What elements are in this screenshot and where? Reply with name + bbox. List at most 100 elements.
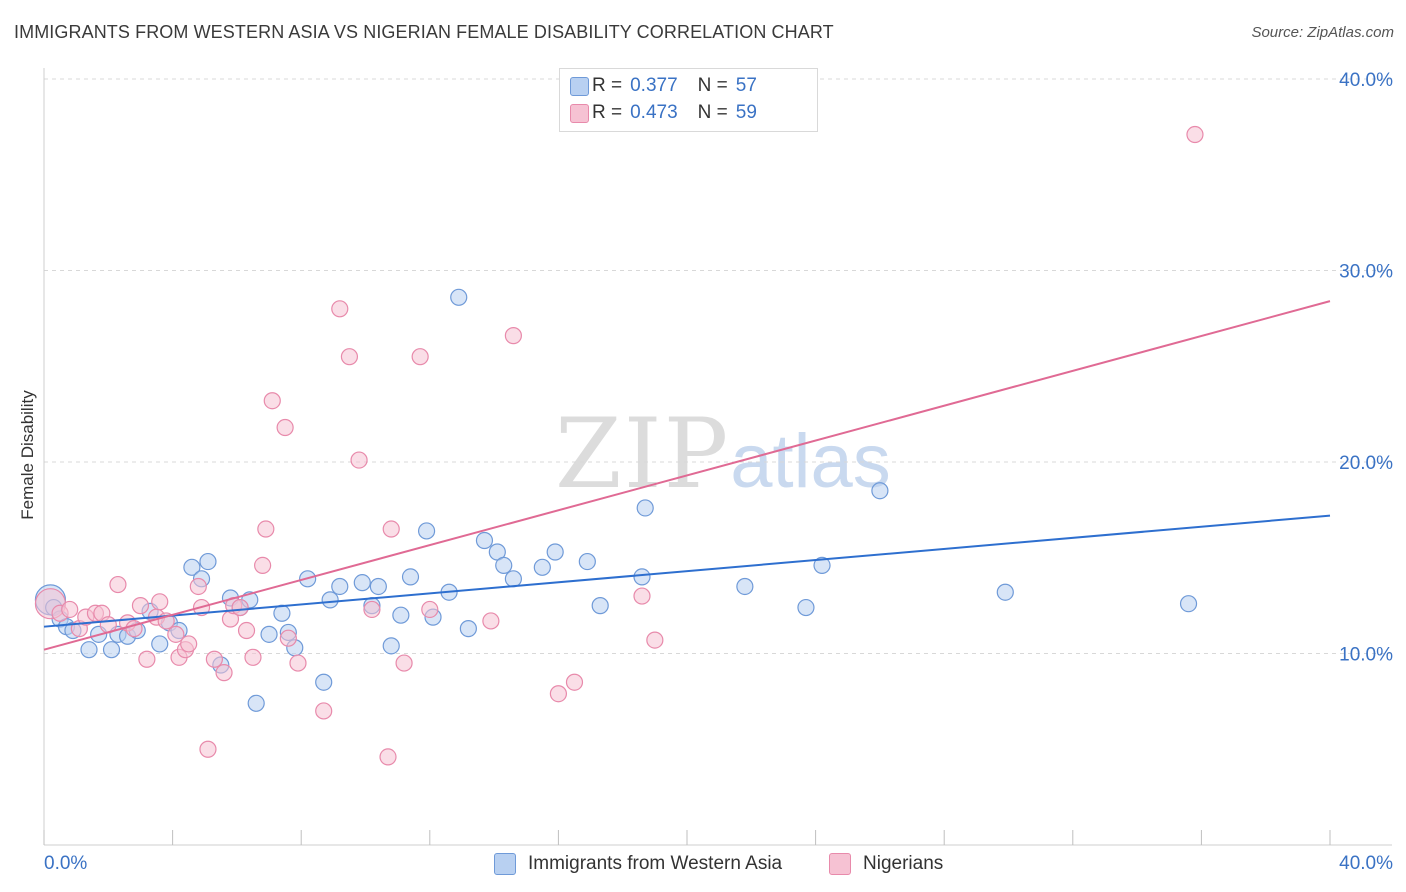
legend-box: R = 0.377 N = 57 R = 0.473 N = 59: [559, 68, 818, 132]
nigerians-point: [167, 625, 185, 643]
western-asia-point: [321, 591, 339, 609]
western-asia-point: [151, 635, 169, 653]
western-asia-point: [475, 531, 494, 550]
bottom-legend-label-nigerians: Nigerians: [863, 853, 944, 874]
nigerians-point: [289, 654, 307, 672]
bottom-legend-nigerians: Nigerians: [829, 852, 943, 876]
western-asia-point: [591, 597, 609, 615]
western-asia-point: [369, 577, 387, 596]
nigerians-point: [331, 300, 349, 318]
nigerians-point: [633, 587, 651, 605]
nigerians-point: [180, 635, 198, 653]
western-asia-point: [80, 641, 98, 659]
bottom-legend-label-western-asia: Immigrants from Western Asia: [528, 853, 783, 874]
legend-n-value: 59: [735, 102, 757, 123]
western-asia-point: [315, 673, 333, 691]
watermark: ZIPatlas: [555, 398, 891, 510]
western-asia-point: [495, 556, 513, 575]
bottom-legend-western-asia: Immigrants from Western Asia: [494, 852, 782, 876]
legend-n-label: N =: [697, 75, 728, 96]
nigerians-point: [279, 629, 297, 647]
chart-title: IMMIGRANTS FROM WESTERN ASIA VS NIGERIAN…: [14, 22, 834, 42]
western-asia-point: [260, 625, 278, 643]
source-credit: Source: ZipAtlas.com: [1251, 24, 1394, 41]
nigerians-point: [504, 327, 522, 345]
legend-swatch-pink: [570, 104, 589, 123]
y-tick-label: 40.0%: [1339, 70, 1393, 91]
legend-r-value: 0.377: [630, 75, 678, 96]
western-asia-point: [459, 620, 477, 638]
western-asia-point: [504, 570, 522, 588]
western-asia-point: [636, 499, 654, 517]
nigerians-point: [263, 392, 281, 410]
western-asia-point: [996, 583, 1014, 601]
nigerians-point: [151, 593, 169, 611]
y-tick-label: 20.0%: [1339, 453, 1393, 474]
western-asia-point: [353, 574, 371, 592]
nigerians-point: [205, 650, 223, 668]
nigerians-point: [549, 685, 568, 703]
nigerians-point: [189, 577, 207, 596]
grid-lines: [44, 78, 1392, 654]
nigerians-point: [199, 740, 217, 758]
nigerians-point: [276, 418, 294, 437]
nigerians-point: [257, 520, 275, 538]
western-asia-point: [273, 604, 291, 622]
western-asia-point: [247, 694, 265, 712]
tick-labels: 10.0% 20.0% 30.0% 40.0% 0.0% 40.0%: [44, 70, 1393, 874]
legend-r-value: 0.473: [630, 102, 678, 123]
x-tick-label: 40.0%: [1339, 853, 1393, 874]
bottom-legend-swatch-pink: [829, 853, 851, 875]
x-tick-label: 0.0%: [44, 853, 87, 874]
western-asia-point: [533, 558, 551, 576]
trend-lines: [43, 300, 1331, 651]
nigerians-point: [565, 673, 584, 691]
western-asia-point: [331, 577, 349, 596]
nigerians-point: [254, 556, 272, 575]
legend-n-label: N =: [697, 102, 728, 123]
nigerians-point: [109, 575, 127, 594]
legend-row-western-asia: R = 0.377 N = 57: [570, 74, 757, 98]
nigerians-point: [231, 598, 249, 617]
nigerians-point: [1186, 125, 1204, 144]
nigerians-point: [237, 621, 256, 640]
western-asia-point: [401, 568, 420, 586]
western-asia-point: [578, 552, 596, 571]
legend-swatch-blue: [570, 77, 589, 96]
nigerians-point: [395, 654, 413, 672]
nigerians-point: [61, 600, 79, 619]
nigerians-point: [215, 664, 233, 682]
nigerians-point: [315, 702, 333, 720]
nigerians-point: [382, 520, 400, 538]
nigerians-point: [138, 650, 156, 668]
nigerians-point: [421, 600, 439, 619]
legend-n-value: 57: [735, 75, 757, 96]
legend-row-nigerians: R = 0.473 N = 59: [570, 101, 757, 125]
nigerians-point: [350, 451, 368, 469]
y-tick-label: 10.0%: [1339, 645, 1393, 666]
nigerians-point: [131, 597, 150, 615]
nigerians-point: [411, 348, 429, 366]
trend-line-western-asia: [43, 514, 1331, 628]
legend-r-label: R =: [592, 75, 623, 96]
nigerians-point: [363, 600, 381, 619]
nigerians-point: [379, 748, 397, 766]
nigerians-point: [646, 631, 664, 649]
western-asia-point: [450, 288, 468, 306]
axes: [43, 68, 1392, 846]
western-asia-point: [199, 552, 217, 571]
western-asia-point: [1179, 595, 1198, 613]
watermark-zip: ZIP: [555, 398, 731, 510]
series-western-asia-points: [34, 288, 1198, 712]
western-asia-point: [392, 606, 410, 624]
western-asia-point: [102, 641, 121, 659]
trend-line-nigerians: [43, 300, 1331, 651]
bottom-legend-swatch-blue: [494, 853, 516, 875]
western-asia-point: [736, 577, 754, 596]
western-asia-point: [417, 522, 436, 540]
legend-r-label: R =: [592, 102, 623, 123]
nigerians-point: [244, 648, 262, 666]
western-asia-point: [382, 637, 400, 655]
western-asia-point: [813, 556, 831, 575]
